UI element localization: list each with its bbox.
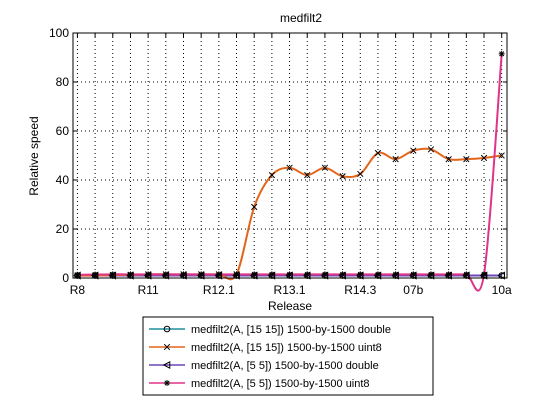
legend-entry: medfilt2(A, [5 5]) 1500-by-1500 double bbox=[149, 360, 379, 372]
plot-frame bbox=[72, 32, 508, 279]
y-tick-label: 60 bbox=[56, 124, 70, 138]
data-point bbox=[321, 164, 329, 171]
legend-label: medfilt2(A, [5 5]) 1500-by-1500 uint8 bbox=[191, 378, 370, 390]
y-tick-label: 0 bbox=[62, 271, 69, 285]
data-point bbox=[180, 271, 187, 278]
data-point bbox=[498, 50, 505, 57]
data-point bbox=[463, 271, 470, 278]
data-point bbox=[109, 271, 116, 278]
x-tick-label: R8 bbox=[70, 283, 86, 297]
data-point bbox=[427, 271, 434, 278]
data-point bbox=[74, 271, 81, 278]
x-tick-label: 10a bbox=[492, 283, 512, 297]
data-point bbox=[268, 271, 275, 278]
data-point bbox=[286, 164, 293, 171]
data-point bbox=[164, 380, 170, 386]
grid bbox=[73, 33, 507, 278]
x-tick-label: R11 bbox=[138, 283, 159, 297]
x-axis: R8 R11 R12.1 R13.1 R14.3 07b 10a bbox=[70, 33, 512, 297]
x-axis-label: Release bbox=[268, 299, 312, 313]
data-point bbox=[480, 154, 488, 162]
data-point bbox=[163, 325, 171, 333]
data-point bbox=[497, 271, 505, 280]
y-tick-label: 20 bbox=[56, 222, 70, 236]
x-tick-label: R14.3 bbox=[344, 283, 376, 297]
data-point bbox=[498, 152, 505, 159]
x-tick-label: 07b bbox=[403, 283, 423, 297]
data-point bbox=[339, 173, 346, 180]
data-point bbox=[445, 271, 452, 278]
legend-box bbox=[142, 316, 434, 396]
y-axis-label: Relative speed bbox=[27, 116, 41, 195]
legend-entry: medfilt2(A, [15 15]) 1500-by-1500 double bbox=[149, 324, 391, 336]
chart-title: medfilt2 bbox=[280, 11, 322, 25]
data-point bbox=[374, 271, 381, 278]
data-point bbox=[357, 170, 364, 178]
y-tick-label: 100 bbox=[49, 26, 69, 40]
legend-entry: medfilt2(A, [15 15]) 1500-by-1500 uint8 bbox=[149, 342, 382, 354]
data-point bbox=[268, 171, 276, 179]
legend-entry: medfilt2(A, [5 5]) 1500-by-1500 uint8 bbox=[149, 378, 370, 390]
data-point bbox=[427, 146, 435, 153]
data-point bbox=[251, 271, 258, 278]
data-point bbox=[304, 171, 311, 179]
data-point bbox=[215, 271, 222, 278]
data-point bbox=[410, 147, 417, 154]
legend: medfilt2(A, [15 15]) 1500-by-1500 double… bbox=[142, 316, 434, 396]
data-point bbox=[392, 271, 399, 278]
legend-label: medfilt2(A, [15 15]) 1500-by-1500 double bbox=[191, 324, 391, 336]
x-tick-label: R12.1 bbox=[203, 283, 235, 297]
data-point bbox=[463, 156, 470, 163]
data-point bbox=[374, 149, 382, 157]
data-point bbox=[357, 271, 364, 278]
data-point bbox=[410, 271, 417, 278]
data-point bbox=[392, 156, 399, 163]
data-point bbox=[445, 156, 452, 163]
data-point bbox=[321, 271, 328, 278]
legend-label: medfilt2(A, [5 5]) 1500-by-1500 double bbox=[191, 360, 379, 372]
data-point bbox=[162, 271, 169, 278]
data-point bbox=[339, 271, 346, 278]
plot-area bbox=[73, 50, 505, 292]
data-point bbox=[481, 271, 488, 278]
data-point bbox=[198, 271, 205, 278]
data-point bbox=[163, 343, 171, 351]
legend-label: medfilt2(A, [15 15]) 1500-by-1500 uint8 bbox=[191, 342, 382, 354]
data-point bbox=[92, 271, 99, 278]
data-point bbox=[233, 271, 240, 278]
data-point bbox=[162, 360, 171, 370]
data-point bbox=[145, 271, 152, 278]
y-tick-label: 40 bbox=[56, 173, 70, 187]
x-tick-label: R13.1 bbox=[274, 283, 306, 297]
data-point bbox=[127, 271, 134, 278]
data-point bbox=[286, 271, 293, 278]
y-axis: 0 20 40 60 80 100 bbox=[49, 26, 507, 285]
data-point bbox=[251, 203, 258, 211]
data-point bbox=[304, 271, 311, 278]
y-tick-label: 80 bbox=[56, 75, 70, 89]
